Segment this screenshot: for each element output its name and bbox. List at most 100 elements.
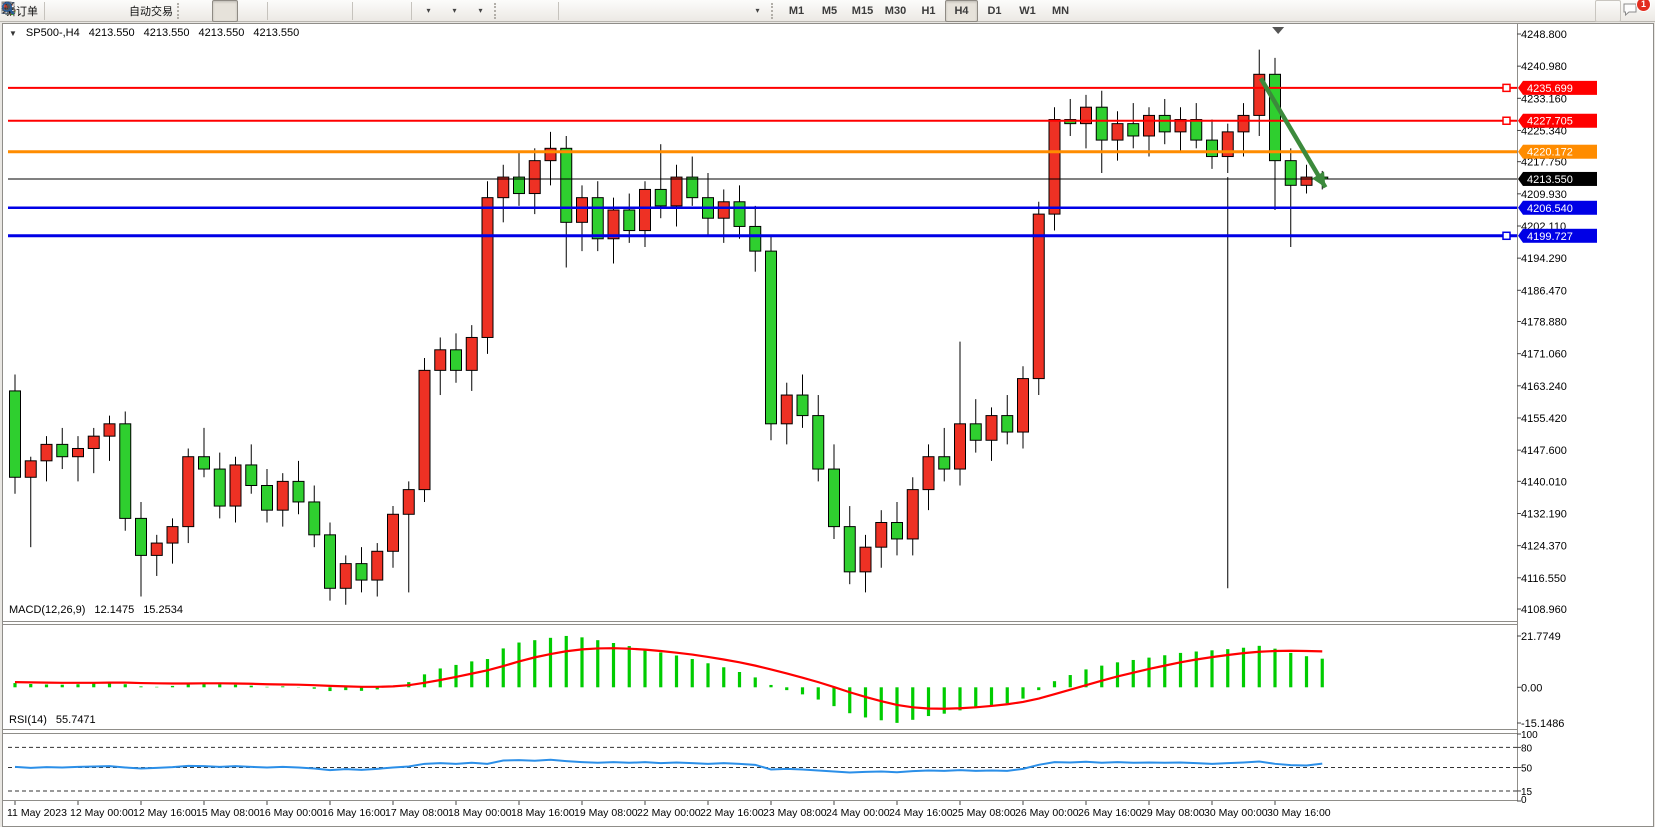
timeframe-d1-button[interactable]: D1 — [987, 4, 1002, 17]
price-level-label — [1523, 200, 1597, 215]
trend-arrow-annotation[interactable] — [1258, 77, 1328, 189]
svg-text:26 May 00:00: 26 May 00:00 — [1015, 807, 1079, 819]
timeframe-h4-button[interactable]: H4 — [945, 0, 978, 22]
timeframe-m5-button[interactable]: M5 — [821, 4, 838, 17]
auto-scroll-button[interactable] — [2, 0, 382, 22]
svg-text:15 May 08:00: 15 May 08:00 — [196, 807, 260, 819]
zoom-in-button[interactable] — [1, 0, 297, 22]
svg-text:4147.600: 4147.600 — [1521, 445, 1567, 457]
svg-text:24 May 00:00: 24 May 00:00 — [826, 807, 890, 819]
toolbar-grip — [771, 2, 777, 19]
chart-info-line: ▼ SP500-,H4 4213.550 4213.550 4213.550 4… — [9, 27, 299, 39]
svg-text:22 May 16:00: 22 May 16:00 — [700, 807, 764, 819]
timeframe-m15-button[interactable]: M15 — [851, 4, 874, 17]
rsi-name: RSI(14) — [9, 714, 47, 726]
zoom-out-button[interactable] — [1, 0, 323, 22]
chart-plot[interactable]: 4248.800 4240.980 4233.160 4225.340 4217.750… — [3, 24, 1653, 826]
timeframe-m30-button[interactable]: M30 — [884, 4, 907, 17]
line-chart-button[interactable] — [1, 0, 264, 22]
market-watch-button[interactable] — [1, 0, 100, 22]
toolbar-separator — [411, 1, 412, 20]
svg-text:4209.930: 4209.930 — [1521, 189, 1567, 201]
price-axis[interactable]: 4248.800 4240.980 4233.160 4225.340 4217.750… — [1517, 29, 1567, 616]
rsi-axis[interactable]: 100 80 50 150 — [1517, 730, 1538, 806]
timeframe-m1-button[interactable]: M1 — [788, 4, 805, 17]
signals-button[interactable] — [1, 0, 126, 22]
text-button[interactable]: A — [4, 0, 718, 22]
chart-shift-marker[interactable] — [1272, 27, 1285, 34]
text-icon: A — [4, 1, 13, 16]
chart-window[interactable]: 4248.800 4240.980 4233.160 4225.340 4217.750… — [2, 23, 1654, 827]
equidistant-channel-button[interactable]: E — [1, 0, 666, 22]
arrows-button[interactable]: ▾ — [3, 0, 770, 22]
macd-name: MACD(12,26,9) — [9, 604, 86, 616]
macd-main-value: 12.1475 — [94, 604, 135, 616]
one-click-trading-arrow-icon[interactable]: ▼ — [9, 28, 17, 38]
svg-text:4163.240: 4163.240 — [1521, 381, 1567, 393]
trendline-icon — [2, 2, 14, 14]
indicators-button[interactable]: ▾ — [1, 0, 441, 22]
crosshair-button[interactable] — [1, 0, 555, 22]
timeframe-mn-button[interactable]: MN — [1051, 4, 1070, 17]
svg-text:12 May 00:00: 12 May 00:00 — [70, 807, 134, 819]
svg-text:4225.340: 4225.340 — [1521, 125, 1567, 137]
svg-text:E: E — [11, 7, 16, 16]
svg-text:4240.980: 4240.980 — [1521, 61, 1567, 73]
indicators-dropdown-caret: ▾ — [426, 6, 431, 15]
svg-text:4124.370: 4124.370 — [1521, 541, 1567, 553]
autotrading-label: 自动交易 — [129, 5, 173, 18]
chart-symbol-period: SP500-,H4 — [25, 27, 80, 39]
templates-dropdown-caret: ▾ — [478, 6, 483, 15]
timeframe-h1-button[interactable]: H1 — [921, 4, 936, 17]
cursor-button[interactable] — [5, 0, 529, 22]
periods-button[interactable]: ▾ — [1, 0, 467, 22]
line-endpoint-marker[interactable] — [1502, 116, 1511, 125]
tile-windows-button[interactable] — [1, 0, 349, 22]
timeframe-w1-button[interactable]: W1 — [1019, 4, 1036, 17]
svg-text:30 May 00:00: 30 May 00:00 — [1204, 807, 1268, 819]
svg-text:30 May 16:00: 30 May 16:00 — [1267, 807, 1331, 819]
svg-text:12 May 16:00: 12 May 16:00 — [133, 807, 197, 819]
svg-text:4132.190: 4132.190 — [1521, 509, 1567, 521]
text-label-button[interactable]: T — [1, 0, 744, 22]
rsi-indicator-label: RSI(14) 55.7471 — [9, 714, 96, 726]
macd-axis[interactable]: 21.7749 0.00 -15.1486 — [1517, 631, 1564, 730]
profiles-button[interactable] — [1, 0, 74, 22]
price-level-label — [1523, 228, 1597, 243]
chart-high-value: 4213.550 — [143, 27, 190, 39]
templates-button[interactable]: ▾ — [1, 0, 493, 22]
svg-text:4220.172: 4220.172 — [1527, 147, 1573, 159]
periods-dropdown-caret: ▾ — [452, 6, 457, 15]
svg-text:16 May 00:00: 16 May 00:00 — [259, 807, 323, 819]
line-endpoint-marker[interactable] — [1502, 231, 1511, 241]
search-icon — [2, 2, 15, 15]
time-axis[interactable]: 11 May 2023 12 May 00:00 12 May 16:00 15 Ma… — [7, 801, 1331, 819]
candles-layer — [9, 49, 1329, 605]
fibonacci-button[interactable]: F — [2, 0, 692, 22]
toolbar-separator — [44, 1, 45, 20]
bar-chart-button[interactable] — [2, 0, 212, 22]
vertical-line-button[interactable] — [7, 0, 588, 22]
main-toolbar: 新订单 自动交易 — [0, 0, 1655, 22]
line-endpoint-marker[interactable] — [1502, 83, 1511, 93]
price-level-label — [1523, 171, 1597, 186]
chart-close-value: 4213.550 — [253, 27, 300, 39]
search-button[interactable] — [2, 0, 1621, 22]
chart-shift-button[interactable] — [2, 0, 408, 22]
svg-text:-15.1486: -15.1486 — [1521, 718, 1564, 730]
horizontal-lines-layer[interactable]: 4235.699 4227.705 4220.172 4213.550 4206.540… — [8, 80, 1597, 243]
svg-text:17 May 08:00: 17 May 08:00 — [385, 807, 449, 819]
candlestick-chart-button[interactable] — [2, 0, 238, 22]
svg-text:4248.800: 4248.800 — [1521, 29, 1567, 41]
autotrading-button[interactable]: 自动交易 — [1, 0, 176, 22]
toolbar-grip — [494, 2, 500, 19]
svg-text:4206.540: 4206.540 — [1527, 203, 1573, 215]
svg-text:16 May 16:00: 16 May 16:00 — [322, 807, 386, 819]
svg-text:25 May 08:00: 25 May 08:00 — [952, 807, 1016, 819]
svg-text:4155.420: 4155.420 — [1521, 413, 1567, 425]
chat-button[interactable]: 1 — [1621, 0, 1651, 22]
horizontal-line-button[interactable] — [2, 0, 614, 22]
svg-text:4171.060: 4171.060 — [1521, 349, 1567, 361]
trendline-button[interactable] — [2, 0, 640, 22]
timeframe-group: M1 M5 M15 M30 H1 H4 D1 W1 MN — [780, 0, 1077, 22]
